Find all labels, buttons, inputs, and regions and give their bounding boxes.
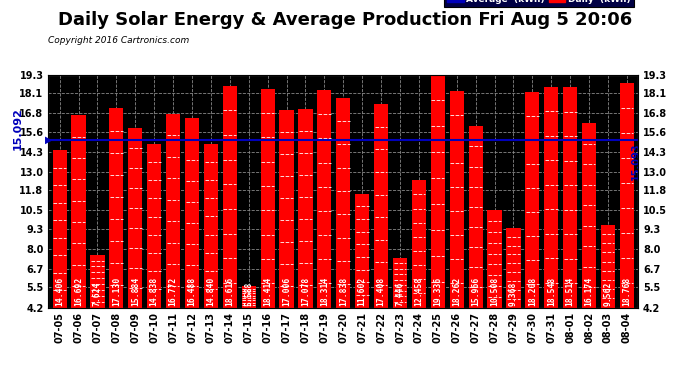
Text: 11.602: 11.602 [357,277,366,306]
Text: ▶: ▶ [45,135,52,145]
Text: 9.368: 9.368 [509,282,518,306]
Text: 16.772: 16.772 [168,277,177,306]
Text: 18.262: 18.262 [452,277,461,306]
Text: 17.006: 17.006 [282,277,291,306]
Bar [241,286,256,308]
Bar [147,144,161,308]
Text: 18.616: 18.616 [226,277,235,306]
Text: 18.208: 18.208 [528,277,537,306]
Bar [374,104,388,308]
Text: Daily Solar Energy & Average Production Fri Aug 5 20:06: Daily Solar Energy & Average Production … [58,11,632,29]
Text: 17.078: 17.078 [301,277,310,306]
Text: 14.838: 14.838 [150,277,159,306]
Text: 18.314: 18.314 [320,277,329,306]
Text: 18.548: 18.548 [546,277,555,306]
Text: 15.092: 15.092 [12,107,22,150]
Bar [336,98,351,308]
Text: 16.174: 16.174 [584,277,593,306]
Bar [166,114,180,308]
Text: 17.130: 17.130 [112,277,121,306]
Text: 18.414: 18.414 [263,277,272,306]
Bar [450,91,464,308]
Text: 14.406: 14.406 [55,277,64,306]
Bar [72,115,86,308]
Text: 9.562: 9.562 [604,282,613,306]
Legend: Average  (kWh), Daily  (kWh): Average (kWh), Daily (kWh) [444,0,633,8]
Bar [279,110,294,308]
Bar [185,118,199,308]
Bar [223,86,237,308]
Text: 10.508: 10.508 [490,277,499,306]
Text: 15.884: 15.884 [131,277,140,306]
Text: 17.838: 17.838 [339,277,348,306]
Text: 14.840: 14.840 [206,277,215,306]
Bar [355,194,369,308]
Bar [261,88,275,308]
Bar [128,128,142,308]
Text: 7.446: 7.446 [395,282,404,306]
Text: 17.408: 17.408 [377,277,386,306]
Bar [544,87,558,308]
Bar [412,180,426,308]
Bar [620,83,634,308]
Text: 16.692: 16.692 [74,277,83,306]
Bar [317,90,331,308]
Bar [563,87,578,308]
Text: 7.624: 7.624 [93,282,102,306]
Text: 12.458: 12.458 [415,277,424,306]
Text: 15.093: 15.093 [631,142,642,180]
Text: Copyright 2016 Cartronics.com: Copyright 2016 Cartronics.com [48,36,190,45]
Bar [298,109,313,307]
Bar [469,126,483,308]
Text: 19.336: 19.336 [433,277,442,306]
Bar [506,228,520,308]
Bar [431,75,445,308]
Bar [582,123,596,308]
Bar [601,225,615,308]
Bar [204,144,218,308]
Bar [90,255,105,308]
Text: 18.514: 18.514 [566,277,575,306]
Text: 16.488: 16.488 [188,277,197,306]
Bar [52,150,67,308]
Bar [109,108,124,307]
Bar [525,92,540,308]
Text: 15.966: 15.966 [471,277,480,306]
Text: 5.588: 5.588 [244,282,253,306]
Bar [393,258,407,307]
Bar [487,210,502,308]
Text: 18.768: 18.768 [622,277,631,306]
